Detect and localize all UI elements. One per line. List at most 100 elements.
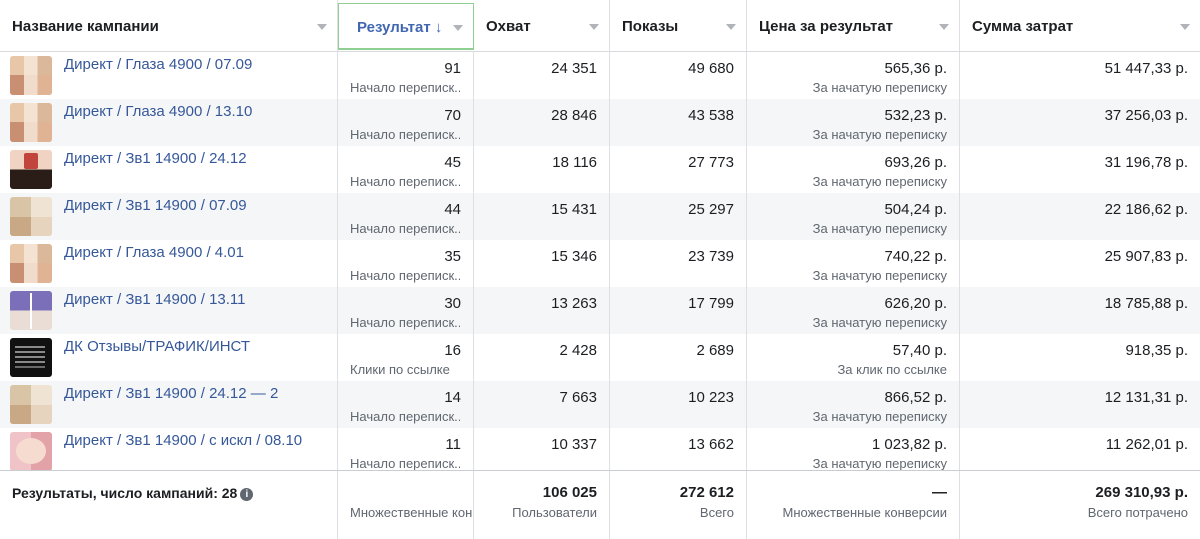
cost-value: 565,36 р.: [884, 60, 947, 77]
ad-thumbnail[interactable]: [10, 432, 52, 471]
sort-descending-icon: ↓: [434, 19, 443, 36]
campaign-name-link[interactable]: Директ / Зв1 14900 / 13.11: [64, 291, 246, 308]
totals-cost-cell: — Множественные конверсии: [747, 471, 960, 539]
cost-value: 740,22 р.: [884, 248, 947, 265]
result-cell: 16 Клики по ссылке: [338, 334, 474, 381]
campaign-name-link[interactable]: Директ / Зв1 14900 / 24.12 — 2: [64, 385, 279, 402]
campaign-name-link[interactable]: Директ / Глаза 4900 / 13.10: [64, 103, 253, 120]
ad-thumbnail[interactable]: [10, 150, 52, 189]
reach-cell: 18 116: [474, 146, 610, 193]
chevron-down-icon[interactable]: [939, 24, 949, 30]
chevron-down-icon[interactable]: [1180, 24, 1190, 30]
column-header-amount-spent[interactable]: Сумма затрат: [960, 0, 1200, 51]
cost-per-result-cell: 626,20 р. За начатую переписку: [747, 287, 960, 334]
reach-cell: 15 431: [474, 193, 610, 240]
column-header-reach[interactable]: Охват: [474, 0, 610, 51]
campaign-name-link[interactable]: Директ / Глаза 4900 / 4.01: [64, 244, 244, 261]
ad-thumbnail[interactable]: [10, 244, 52, 283]
table-row[interactable]: Директ / Глаза 4900 / 13.10 70 Начало пере…: [0, 99, 1200, 146]
ad-thumbnail[interactable]: [10, 338, 52, 377]
info-icon[interactable]: i: [240, 488, 254, 501]
impressions-value: 23 739: [688, 248, 734, 265]
ad-thumbnail[interactable]: [10, 56, 52, 95]
chevron-down-icon[interactable]: [453, 25, 463, 31]
campaign-name-cell: Директ / Зв1 14900 / 07.09: [0, 193, 338, 240]
totals-spend-cell: 269 310,93 р. Всего потрачено: [960, 471, 1200, 539]
table-row[interactable]: Директ / Зв1 14900 / 07.09 44 Начало переп…: [0, 193, 1200, 240]
table-row[interactable]: Директ / Зв1 14900 / с искл / 08.10 11 Нач…: [0, 428, 1200, 475]
spend-value: 51 447,33 р.: [1104, 60, 1188, 77]
campaign-name-link[interactable]: ДК Отзывы/ТРАФИК/ИНСТ: [64, 338, 251, 355]
column-header-impressions[interactable]: Показы: [610, 0, 747, 51]
ad-thumbnail[interactable]: [10, 291, 52, 330]
result-cell: 30 Начало переписк...: [338, 287, 474, 334]
result-value: 14: [444, 389, 461, 406]
result-type: Клики по ссылке: [350, 362, 450, 377]
cost-type: За клик по ссылке: [837, 362, 947, 377]
ad-thumbnail[interactable]: [10, 103, 52, 142]
table-row[interactable]: Директ / Зв1 14900 / 24.12 — 2 14 Начало п…: [0, 381, 1200, 428]
campaign-name-cell: Директ / Глаза 4900 / 13.10: [0, 99, 338, 146]
impressions-value: 49 680: [688, 60, 734, 77]
cost-per-result-cell: 565,36 р. За начатую переписку: [747, 52, 960, 99]
table-row[interactable]: Директ / Зв1 14900 / 24.12 45 Начало переп…: [0, 146, 1200, 193]
totals-cost: —: [932, 484, 947, 501]
result-value: 30: [444, 295, 461, 312]
table-row[interactable]: ДК Отзывы/ТРАФИК/ИНСТ 16 Клики по ссылке 2 …: [0, 334, 1200, 381]
cost-value: 532,23 р.: [884, 107, 947, 124]
column-header-campaign-name[interactable]: Название кампании: [0, 0, 338, 51]
column-header-label: Цена за результат: [759, 18, 894, 35]
reach-value: 13 263: [551, 295, 597, 312]
totals-reach-cell: 106 025 Пользователи: [474, 471, 610, 539]
impressions-cell: 23 739: [610, 240, 747, 287]
cost-per-result-cell: 740,22 р. За начатую переписку: [747, 240, 960, 287]
column-header-result[interactable]: Результат ↓: [338, 3, 474, 50]
reach-value: 15 431: [551, 201, 597, 218]
campaign-name-link[interactable]: Директ / Глаза 4900 / 07.09: [64, 56, 253, 73]
cost-per-result-cell: 504,24 р. За начатую переписку: [747, 193, 960, 240]
ad-thumbnail[interactable]: [10, 385, 52, 424]
impressions-value: 43 538: [688, 107, 734, 124]
table-row[interactable]: Директ / Глаза 4900 / 07.09 91 Начало пере…: [0, 52, 1200, 99]
totals-row: Результаты, число кампаний: 28 i Множеств…: [0, 470, 1200, 539]
campaign-name-cell: ДК Отзывы/ТРАФИК/ИНСТ: [0, 334, 338, 381]
chevron-down-icon[interactable]: [317, 24, 327, 30]
table-row[interactable]: Директ / Глаза 4900 / 4.01 35 Начало переп…: [0, 240, 1200, 287]
impressions-cell: 13 662: [610, 428, 747, 475]
reach-cell: 13 263: [474, 287, 610, 334]
cost-value: 57,40 р.: [892, 342, 947, 359]
spend-value: 12 131,31 р.: [1104, 389, 1188, 406]
totals-result-cell: Множественные конв: [338, 471, 474, 539]
ad-thumbnail[interactable]: [10, 197, 52, 236]
reach-cell: 15 346: [474, 240, 610, 287]
chevron-down-icon[interactable]: [726, 24, 736, 30]
reach-value: 2 428: [559, 342, 597, 359]
chevron-down-icon[interactable]: [589, 24, 599, 30]
result-type: Начало переписк...: [350, 80, 460, 95]
campaign-name-link[interactable]: Директ / Зв1 14900 / 07.09: [64, 197, 247, 214]
reach-value: 7 663: [559, 389, 597, 406]
column-header-label: Результат ↓: [357, 19, 443, 36]
cost-type: За начатую переписку: [812, 456, 947, 471]
table-row[interactable]: Директ / Зв1 14900 / 13.11 30 Начало переп…: [0, 287, 1200, 334]
reach-value: 15 346: [551, 248, 597, 265]
cost-type: За начатую переписку: [812, 221, 947, 236]
reach-cell: 24 351: [474, 52, 610, 99]
column-header-cost-per-result[interactable]: Цена за результат: [747, 0, 960, 51]
impressions-value: 25 297: [688, 201, 734, 218]
cost-per-result-cell: 532,23 р. За начатую переписку: [747, 99, 960, 146]
campaign-name-link[interactable]: Директ / Зв1 14900 / 24.12: [64, 150, 247, 167]
impressions-cell: 49 680: [610, 52, 747, 99]
cost-type: За начатую переписку: [812, 80, 947, 95]
cost-per-result-cell: 57,40 р. За клик по ссылке: [747, 334, 960, 381]
campaign-name-link[interactable]: Директ / Зв1 14900 / с искл / 08.10: [64, 432, 303, 449]
result-type: Начало переписк...: [350, 174, 460, 189]
impressions-cell: 43 538: [610, 99, 747, 146]
totals-spend-sub: Всего потрачено: [1087, 505, 1188, 520]
totals-impressions: 272 612: [679, 484, 734, 501]
reach-value: 24 351: [551, 60, 597, 77]
cost-value: 866,52 р.: [884, 389, 947, 406]
totals-reach: 106 025: [542, 484, 597, 501]
cost-type: За начатую переписку: [812, 315, 947, 330]
